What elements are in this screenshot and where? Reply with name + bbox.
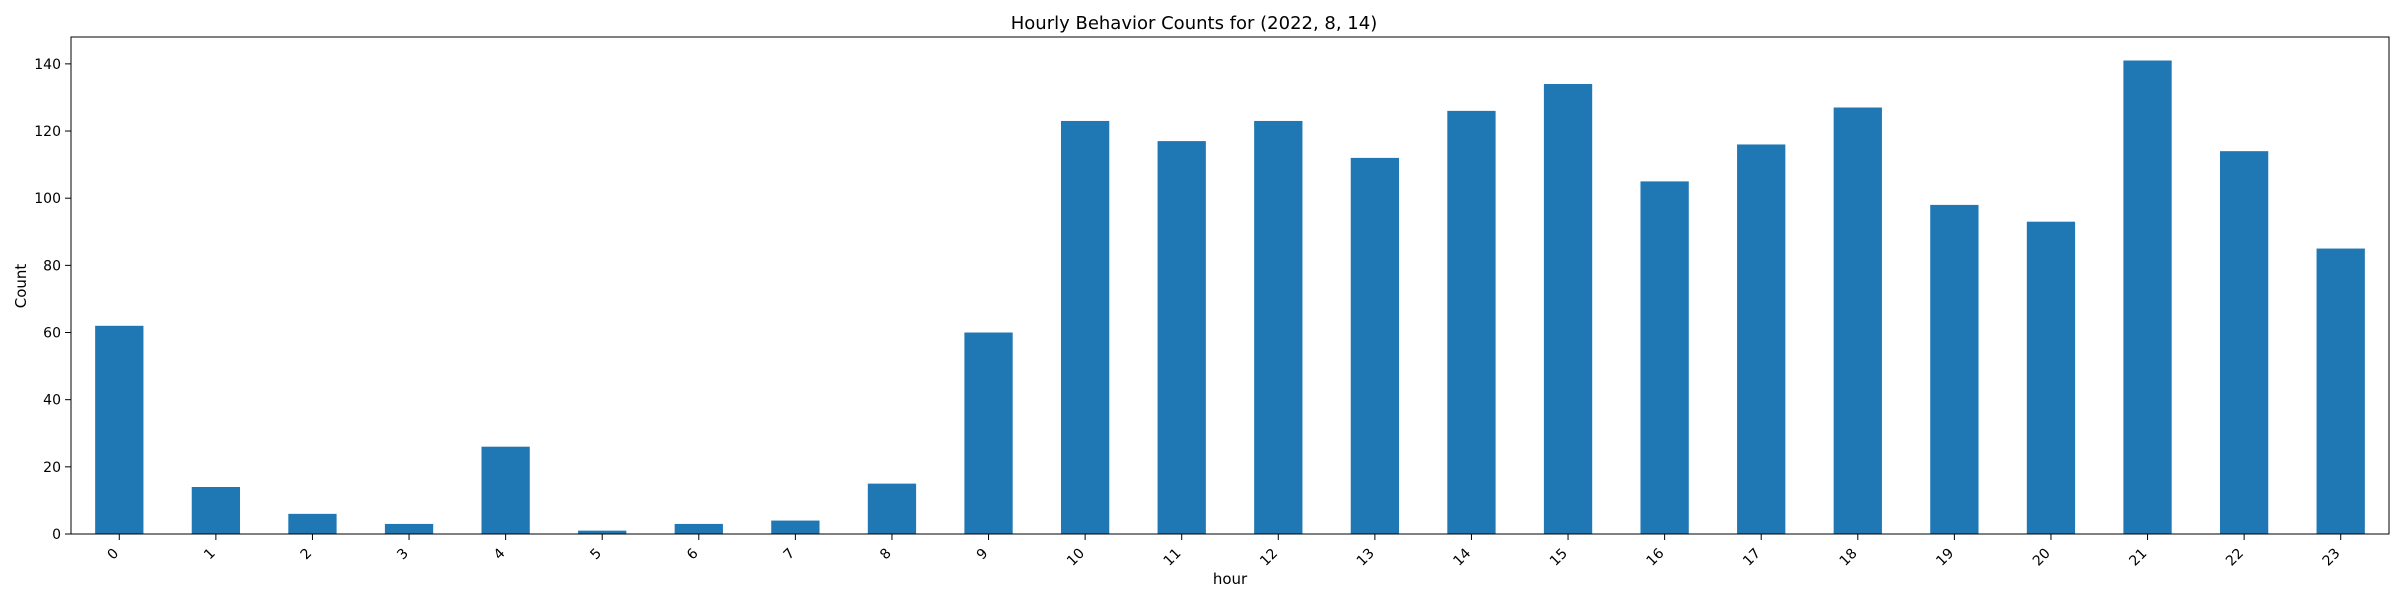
x-tick-label: 22 [2223, 546, 2247, 570]
y-tick-label: 80 [43, 258, 61, 274]
x-tick-label: 15 [1547, 546, 1571, 570]
bar-hour-22 [2219, 151, 2269, 535]
bar-hour-8 [867, 483, 917, 534]
bar-hour-20 [2026, 221, 2076, 534]
bar-hour-21 [2123, 60, 2172, 535]
y-tick-label: 120 [34, 124, 61, 140]
bar-hour-23 [2316, 248, 2365, 535]
x-axis-label: hour [1213, 570, 1248, 588]
y-axis-ticks: 0 20 40 60 80 100 120 140 [34, 57, 71, 543]
x-tick-label: 6 [684, 545, 702, 563]
bar-hour-18 [1833, 107, 1882, 535]
y-tick-label: 140 [34, 57, 61, 73]
chart-title: Hourly Behavior Counts for (2022, 8, 14) [1011, 13, 1378, 34]
x-tick-label: 1 [201, 546, 219, 564]
bar-hour-3 [384, 523, 434, 534]
x-tick-label: 19 [1933, 546, 1957, 570]
x-tick-label: 23 [2320, 546, 2344, 570]
bar-hour-1 [191, 486, 241, 534]
y-tick-label: 60 [43, 326, 61, 342]
x-tick-label: 17 [1740, 546, 1764, 570]
x-tick-label: 14 [1450, 545, 1474, 569]
x-tick-label: 11 [1161, 546, 1185, 570]
bar-hour-7 [771, 520, 820, 534]
bar-hour-15 [1543, 84, 1593, 534]
x-tick-label: 20 [2030, 546, 2054, 570]
bar-hour-4 [481, 446, 530, 534]
bar-hour-12 [1254, 120, 1303, 535]
bar-hour-17 [1737, 144, 1786, 534]
x-tick-label: 12 [1257, 546, 1281, 570]
bar-hour-9 [964, 332, 1013, 534]
x-tick-label: 8 [877, 546, 895, 564]
bars-group [95, 60, 2365, 535]
bar-hour-11 [1157, 141, 1206, 534]
x-tick-label: 0 [104, 546, 122, 564]
x-tick-label: 4 [491, 545, 509, 563]
x-axis-ticks: 0 1 2 3 4 5 6 7 8 9 10 11 12 13 14 15 16 17 18 19 20 21 22 23 [104, 534, 2344, 570]
x-tick-label: 18 [1837, 546, 1861, 570]
x-tick-label: 2 [298, 546, 316, 564]
y-tick-label: 100 [34, 191, 61, 207]
y-tick-label: 40 [43, 393, 61, 409]
x-tick-label: 3 [394, 546, 412, 564]
x-tick-label: 13 [1354, 546, 1378, 570]
y-tick-label: 0 [52, 527, 61, 543]
x-tick-label: 7 [781, 546, 799, 564]
bar-hour-14 [1447, 110, 1496, 534]
bar-hour-19 [1930, 204, 1979, 535]
x-tick-label: 16 [1644, 545, 1668, 569]
bar-hour-0 [95, 325, 144, 534]
y-axis-label: Count [12, 264, 30, 309]
y-tick-label: 20 [43, 460, 61, 476]
bar-hour-6 [674, 523, 723, 534]
x-tick-label: 10 [1064, 546, 1088, 570]
bar-hour-16 [1640, 181, 1689, 534]
bar-hour-2 [288, 513, 337, 534]
x-tick-label: 9 [974, 546, 992, 564]
x-tick-label: 5 [587, 546, 605, 564]
bar-hour-13 [1350, 157, 1400, 534]
plot-frame [70, 36, 2390, 535]
bar-hour-5 [578, 530, 627, 534]
bar-hour-10 [1060, 120, 1110, 535]
x-tick-label: 21 [2126, 546, 2150, 570]
